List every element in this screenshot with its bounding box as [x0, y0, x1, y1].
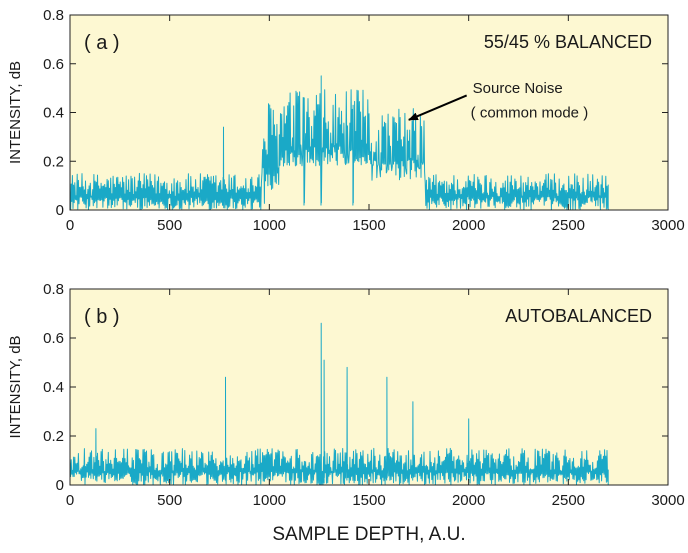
x-axis-label: SAMPLE DEPTH, A.U.	[272, 524, 465, 545]
panel-title-b: AUTOBALANCED	[505, 306, 652, 326]
x-tick-label: 500	[157, 217, 182, 234]
x-axis-ticks-b: 0 500 1000 1500 2000 2500 3000	[66, 289, 685, 509]
data-series-a	[69, 75, 609, 211]
y-tick-label: 0.8	[43, 281, 64, 298]
x-tick-label: 3000	[651, 217, 684, 234]
y-tick-label: 0.2	[43, 153, 64, 170]
x-tick-label: 2000	[452, 217, 485, 234]
y-tick-label: 0	[56, 202, 64, 219]
y-tick-label: 0.8	[43, 7, 64, 24]
x-tick-label: 2500	[552, 217, 585, 234]
y-axis-label-b: INTENSITY, dB	[7, 335, 24, 438]
y-tick-label: 0.4	[43, 379, 64, 396]
y-tick-label: 0.6	[43, 330, 64, 347]
annotation-common-mode: ( common mode )	[471, 104, 589, 121]
x-tick-label: 1500	[352, 217, 385, 234]
y-axis-ticks-b: 0 0.2 0.4 0.6 0.8	[43, 281, 668, 494]
y-axis-label-a: INTENSITY, dB	[7, 61, 24, 164]
x-tick-label: 500	[157, 492, 182, 509]
x-tick-label: 2000	[452, 492, 485, 509]
y-tick-label: 0.4	[43, 105, 64, 122]
y-tick-label: 0.2	[43, 428, 64, 445]
x-tick-label: 1000	[253, 217, 286, 234]
series-line	[69, 322, 609, 486]
y-tick-label: 0	[56, 477, 64, 494]
panel-title-a: 55/45 % BALANCED	[484, 32, 652, 52]
panel-b: 0 0.2 0.4 0.6 0.8 0 500 1000 1500 2000 2500 3000 I…	[7, 281, 685, 509]
x-tick-label: 1500	[352, 492, 385, 509]
y-tick-label: 0.6	[43, 56, 64, 73]
panel-label-b: ( b )	[84, 306, 120, 328]
data-series-b	[69, 322, 609, 486]
x-tick-label: 0	[66, 217, 74, 234]
x-axis-ticks-a: 0 500 1000 1500 2000 2500 3000	[66, 15, 685, 234]
panel-a: 0 0.2 0.4 0.6 0.8 0 500 1000 1500 2000 2500 3000 I…	[7, 7, 685, 234]
series-line	[69, 75, 609, 211]
x-tick-label: 1000	[253, 492, 286, 509]
x-tick-label: 0	[66, 492, 74, 509]
annotation-arrow	[407, 94, 468, 121]
annotation-source-noise: Source Noise	[473, 80, 563, 97]
y-axis-ticks-a: 0 0.2 0.4 0.6 0.8	[43, 7, 668, 219]
x-tick-label: 3000	[651, 492, 684, 509]
panel-label-a: ( a )	[84, 32, 120, 54]
x-tick-label: 2500	[552, 492, 585, 509]
